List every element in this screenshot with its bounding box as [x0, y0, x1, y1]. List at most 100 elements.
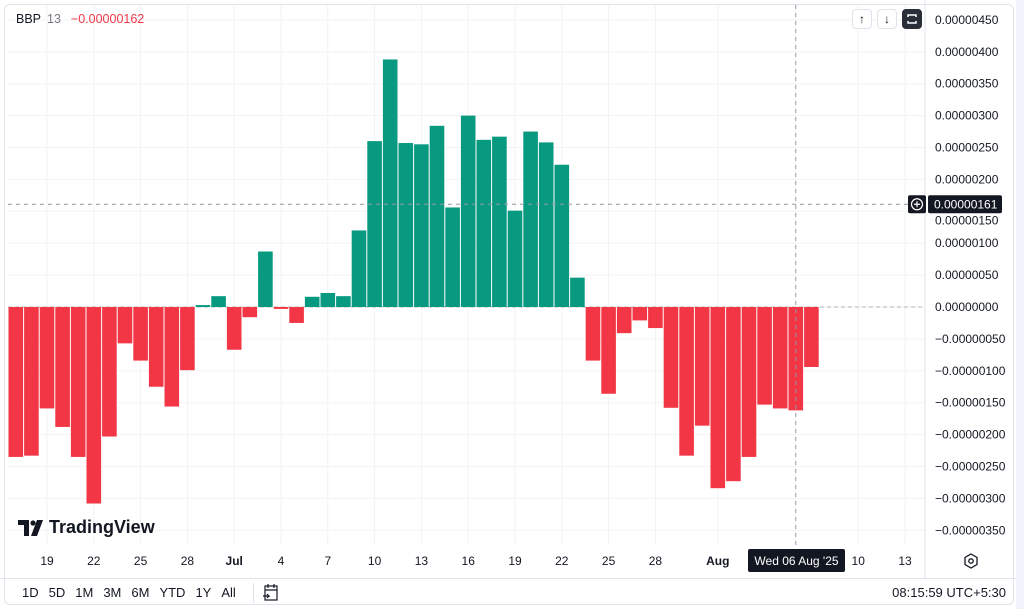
- time-axis: 19 22 25 28 Jul 4 7 10 13 16 19 22 25 28 Aug 10 13: [40, 554, 912, 568]
- histogram-bar: [726, 307, 741, 482]
- maximize-icon: [907, 14, 917, 24]
- scroll-down-button[interactable]: ↓: [877, 9, 897, 29]
- range-ytd[interactable]: YTD: [159, 585, 186, 600]
- histogram-bar: [663, 307, 679, 408]
- crosshair-price-label: 0.00000161: [934, 197, 998, 211]
- price-tick-label: 0.00000150: [935, 213, 999, 227]
- legend-symbol: BBP: [16, 12, 42, 26]
- chart-frame: [4, 4, 1014, 605]
- price-tick-label: −0.00000100: [935, 364, 1006, 378]
- time-tick-label: 10: [368, 554, 382, 568]
- histogram-bar: [55, 307, 70, 427]
- crosshair-date-label: Wed 06 Aug '25: [754, 554, 838, 568]
- histogram-bar: [538, 142, 554, 307]
- range-5d[interactable]: 5D: [48, 585, 66, 600]
- histogram-bar: [694, 307, 710, 426]
- clock-timezone[interactable]: 08:15:59 UTC+5:30: [892, 585, 1006, 600]
- time-tick-label: 19: [508, 554, 522, 568]
- histogram-bar: [351, 230, 367, 307]
- price-tick-label: 0.00000400: [935, 45, 999, 59]
- legend-length: 13: [47, 12, 61, 26]
- histogram-bar: [601, 307, 616, 394]
- histogram-bar: [382, 59, 398, 308]
- crosshair: 0.00000161 Wed 06 Aug '25: [8, 5, 1002, 572]
- range-1d[interactable]: 1D: [22, 585, 39, 600]
- histogram-bar: [211, 296, 226, 307]
- bottom-toolbar: 1D 5D 1M 3M 6M YTD 1Y All 08:15:59 UTC+5…: [0, 578, 1016, 607]
- plus-circle-icon: [910, 198, 924, 211]
- range-3m[interactable]: 3M: [103, 585, 122, 600]
- indicator-legend[interactable]: BBP 13 −0.00000162: [16, 12, 144, 26]
- time-tick-label: 4: [278, 554, 285, 568]
- histogram-bar: [86, 307, 102, 504]
- right-panel-edge: [1016, 0, 1024, 609]
- histogram-bar: [164, 307, 180, 407]
- time-tick-label: 13: [898, 554, 912, 568]
- histogram-bar: [414, 144, 429, 307]
- histogram-bar: [102, 307, 117, 437]
- plus-icon: [914, 201, 920, 208]
- price-tick-label: 0.00000000: [935, 300, 999, 314]
- histogram-bar: [8, 307, 24, 457]
- histogram-bar: [336, 296, 351, 307]
- histogram-bar: [133, 307, 148, 361]
- histogram-bar: [570, 277, 585, 307]
- histogram-bar: [507, 210, 523, 307]
- legend-value: −0.00000162: [70, 12, 145, 26]
- histogram-bar: [476, 139, 492, 307]
- histogram-bar: [523, 131, 538, 307]
- histogram-bar: [273, 307, 289, 309]
- crosshair-date-label-bg: [748, 549, 845, 572]
- range-all[interactable]: All: [221, 585, 236, 600]
- time-tick-label: Jul: [226, 554, 243, 568]
- arrow-up-icon: ↑: [859, 12, 865, 26]
- histogram-bar: [804, 307, 819, 367]
- time-tick-label: 13: [415, 554, 429, 568]
- range-1y[interactable]: 1Y: [195, 585, 212, 600]
- histogram-bar: [710, 307, 726, 489]
- price-tick-label: −0.00000200: [935, 428, 1006, 442]
- histogram-bar: [117, 307, 133, 344]
- range-selector: 1D 5D 1M 3M 6M YTD 1Y All: [22, 585, 236, 600]
- time-tick-label: 19: [40, 554, 54, 568]
- toolbar-divider: [253, 583, 254, 603]
- histogram-bar: [648, 307, 663, 329]
- time-tick-label: 25: [602, 554, 616, 568]
- price-tick-label: 0.00000050: [935, 268, 999, 282]
- price-tick-label: −0.00000050: [935, 332, 1006, 346]
- time-tick-label: 10: [852, 554, 866, 568]
- tradingview-logo[interactable]: TradingView: [18, 517, 155, 538]
- histogram-bar: [492, 136, 507, 307]
- range-6m[interactable]: 6M: [131, 585, 150, 600]
- price-tick-label: 0.00000450: [935, 13, 999, 27]
- settings-icon[interactable]: [962, 552, 980, 570]
- time-tick-label: Aug: [706, 554, 729, 568]
- histogram-bar: [195, 305, 211, 307]
- histogram-bar: [741, 307, 757, 457]
- histogram-bar: [180, 307, 195, 371]
- time-tick-label: 22: [555, 554, 569, 568]
- histogram-bar: [289, 307, 304, 323]
- time-tick-label: 22: [87, 554, 101, 568]
- price-tick-label: −0.00000150: [935, 396, 1006, 410]
- maximize-button[interactable]: [902, 9, 922, 29]
- histogram-bar: [258, 251, 273, 307]
- logo-text: TradingView: [49, 517, 155, 537]
- price-axis: 0.00000450 0.00000400 0.00000350 0.00000300…: [935, 13, 1006, 537]
- tradingview-logo-icon: [18, 519, 43, 536]
- histogram-bar: [445, 207, 460, 307]
- scroll-up-button[interactable]: ↑: [852, 9, 872, 29]
- histogram-bar: [460, 115, 476, 307]
- go-to-date-icon[interactable]: [262, 583, 280, 603]
- time-tick-label: 16: [462, 554, 476, 568]
- histogram-bar: [429, 125, 445, 307]
- histogram-bar: [320, 292, 336, 307]
- price-tick-label: −0.00000250: [935, 460, 1006, 474]
- price-tick-label: 0.00000100: [935, 236, 999, 250]
- histogram-bar: [398, 143, 414, 307]
- histogram-bar: [148, 307, 164, 387]
- price-tick-label: 0.00000200: [935, 172, 999, 186]
- histogram-bar: [24, 307, 39, 456]
- range-1m[interactable]: 1M: [75, 585, 94, 600]
